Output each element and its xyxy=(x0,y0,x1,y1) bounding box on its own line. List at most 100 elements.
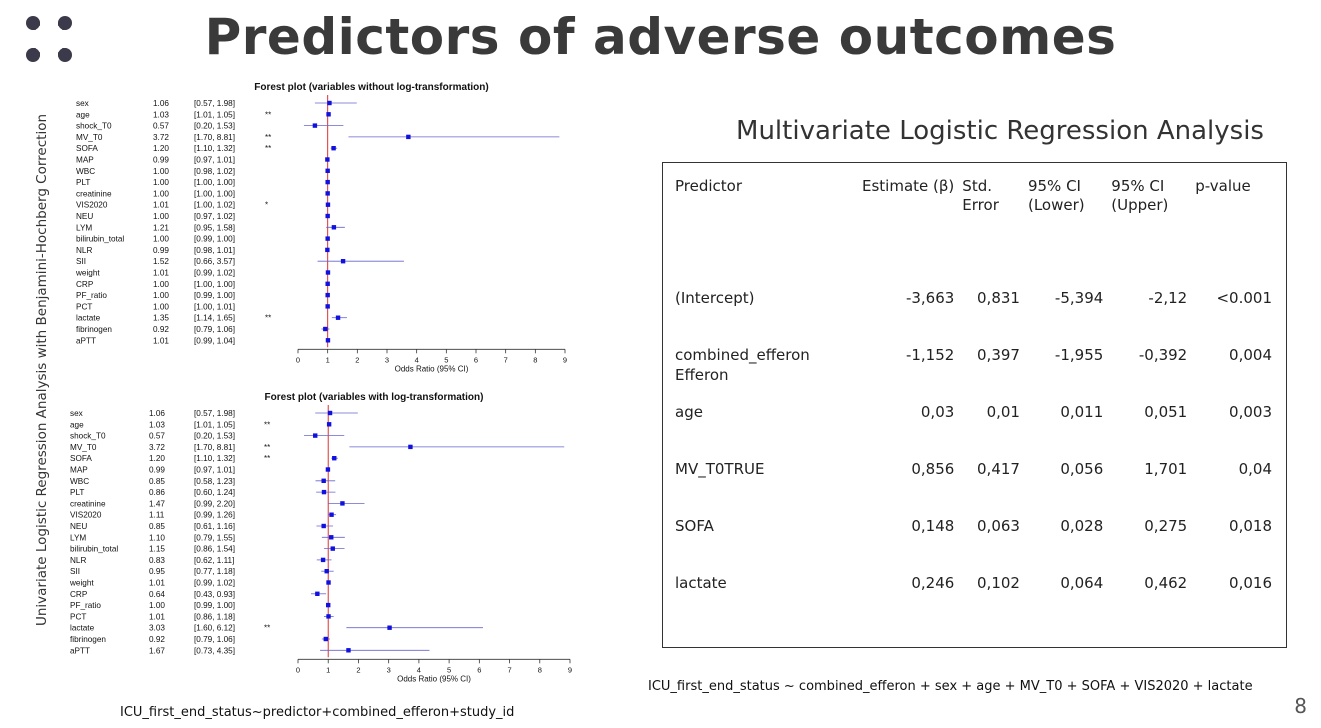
row-ci-value: [1.00, 1.00] xyxy=(194,280,235,289)
row-or-value: 1.47 xyxy=(149,499,165,508)
row-or-value: 3.72 xyxy=(153,133,169,142)
row-ci-value: [0.99, 1.26] xyxy=(194,511,235,520)
x-tick-label: 9 xyxy=(568,665,572,674)
header-p-value: p-value xyxy=(1195,177,1251,195)
point-marker xyxy=(325,157,330,162)
value-cell: -2,12 xyxy=(1148,289,1188,307)
x-tick-label: 2 xyxy=(356,665,360,674)
row-label: shock_T0 xyxy=(76,122,112,131)
point-marker xyxy=(325,247,330,253)
point-marker xyxy=(326,614,331,619)
point-marker xyxy=(325,281,330,286)
row-or-value: 1.15 xyxy=(149,545,165,554)
x-tick-label: 2 xyxy=(355,355,359,364)
row-or-value: 0.99 xyxy=(153,156,169,165)
value-cell: 0,148 xyxy=(911,517,955,535)
point-marker xyxy=(387,625,392,630)
row-or-value: 1.10 xyxy=(149,533,165,542)
point-marker xyxy=(325,191,330,196)
row-ci-value: [1.70, 8.81] xyxy=(194,133,235,142)
row-ci-value: [0.86, 1.54] xyxy=(194,545,235,554)
point-marker xyxy=(323,326,328,332)
row-ci-value: [0.79, 1.55] xyxy=(194,533,235,542)
table-row: combined_efferon Efferon -1,152 0,397 -1,955… xyxy=(663,345,1286,402)
row-ci-value: [1.01, 1.05] xyxy=(194,110,235,119)
row-ci-value: [0.79, 1.06] xyxy=(194,325,235,334)
significance-marker: ** xyxy=(264,443,270,452)
value-cell: 0,064 xyxy=(1060,574,1104,592)
forest-plot-title: Forest plot (variables without log-trans… xyxy=(254,82,488,93)
row-or-value: 0.64 xyxy=(149,590,165,599)
row-ci-value: [1.00, 1.00] xyxy=(194,178,235,187)
row-label: MAP xyxy=(70,466,88,475)
significance-marker: ** xyxy=(264,624,270,633)
page-number: 8 xyxy=(1294,694,1307,718)
row-or-value: 1.21 xyxy=(153,223,169,232)
regression-table-frame: Predictor Estimate (β) Std. Error 95% CI(… xyxy=(662,162,1287,648)
point-marker xyxy=(408,444,413,450)
value-cell: 0,462 xyxy=(1144,574,1188,592)
row-label: shock_T0 xyxy=(70,432,106,441)
row-or-value: 1.01 xyxy=(149,612,165,621)
row-or-value: 1.01 xyxy=(153,336,169,345)
logo-icon xyxy=(25,15,73,63)
header-ci-lower: 95% CI (Lower) xyxy=(1027,177,1085,214)
multivariate-formula: ICU_first_end_status ~ combined_efferon … xyxy=(648,679,1253,694)
predictor-cell: lactate xyxy=(675,574,727,592)
row-or-value: 3.03 xyxy=(149,624,165,633)
row-or-value: 1.00 xyxy=(153,167,169,176)
value-cell: 0,102 xyxy=(977,574,1020,592)
forest-formula: ICU_first_end_status~predictor+combined_… xyxy=(120,705,515,720)
value-cell: 0,011 xyxy=(1060,403,1104,421)
x-axis-label: Odds Ratio (95% CI) xyxy=(395,364,469,373)
row-or-value: 0.92 xyxy=(149,635,165,644)
row-ci-value: [0.58, 1.23] xyxy=(194,477,235,486)
x-tick-label: 0 xyxy=(296,665,300,674)
row-label: SII xyxy=(70,567,80,576)
x-tick-label: 4 xyxy=(417,665,421,674)
row-ci-value: [1.01, 1.05] xyxy=(194,420,235,429)
row-label: MV_T0 xyxy=(70,443,97,452)
header-predictor: Predictor xyxy=(675,177,743,195)
row-label: WBC xyxy=(76,167,95,176)
row-label: bilirubin_total xyxy=(76,235,124,244)
row-ci-value: [0.77, 1.18] xyxy=(194,567,235,576)
point-marker xyxy=(332,456,337,461)
row-ci-value: [0.43, 0.93] xyxy=(194,590,235,599)
point-marker xyxy=(329,512,334,517)
row-label: creatinine xyxy=(70,499,106,508)
point-marker xyxy=(326,602,331,608)
row-label: MAP xyxy=(76,156,94,165)
row-label: sex xyxy=(70,409,83,418)
value-cell: -1,152 xyxy=(905,346,955,364)
value-cell: 0,003 xyxy=(1229,403,1272,421)
table-row: lactate 0,246 0,102 0,064 0,462 0,016 xyxy=(663,573,1286,630)
point-marker xyxy=(406,134,411,140)
row-label: aPTT xyxy=(76,336,96,345)
row-ci-value: [1.00, 1.01] xyxy=(194,302,235,311)
row-or-value: 1.00 xyxy=(153,212,169,221)
significance-marker: ** xyxy=(265,144,271,153)
point-marker xyxy=(340,501,345,506)
header-std-error: Std. Error xyxy=(962,177,999,214)
forest-plots: Forest plot (variables without log-trans… xyxy=(69,82,572,683)
row-label: weight xyxy=(75,269,100,278)
point-marker xyxy=(315,591,320,596)
row-label: SOFA xyxy=(76,144,98,153)
row-ci-value: [0.99, 1.00] xyxy=(194,291,235,300)
point-marker xyxy=(335,315,341,320)
point-marker xyxy=(325,213,330,219)
row-ci-value: [0.99, 1.04] xyxy=(194,336,235,345)
row-ci-value: [1.14, 1.65] xyxy=(194,314,235,323)
value-cell: 0,016 xyxy=(1229,574,1272,592)
point-marker xyxy=(324,569,329,574)
value-cell: 0,018 xyxy=(1229,517,1272,535)
row-ci-value: [0.57, 1.98] xyxy=(194,409,235,418)
row-ci-value: [1.10, 1.32] xyxy=(194,144,235,153)
row-or-value: 1.00 xyxy=(153,235,169,244)
significance-marker: ** xyxy=(264,420,270,429)
x-tick-label: 7 xyxy=(504,355,508,364)
row-ci-value: [1.10, 1.32] xyxy=(194,454,235,463)
predictor-cell: combined_efferon Efferon xyxy=(675,346,810,384)
vertical-axis-label: Univariate Logistic Regression Analysis … xyxy=(34,113,50,627)
